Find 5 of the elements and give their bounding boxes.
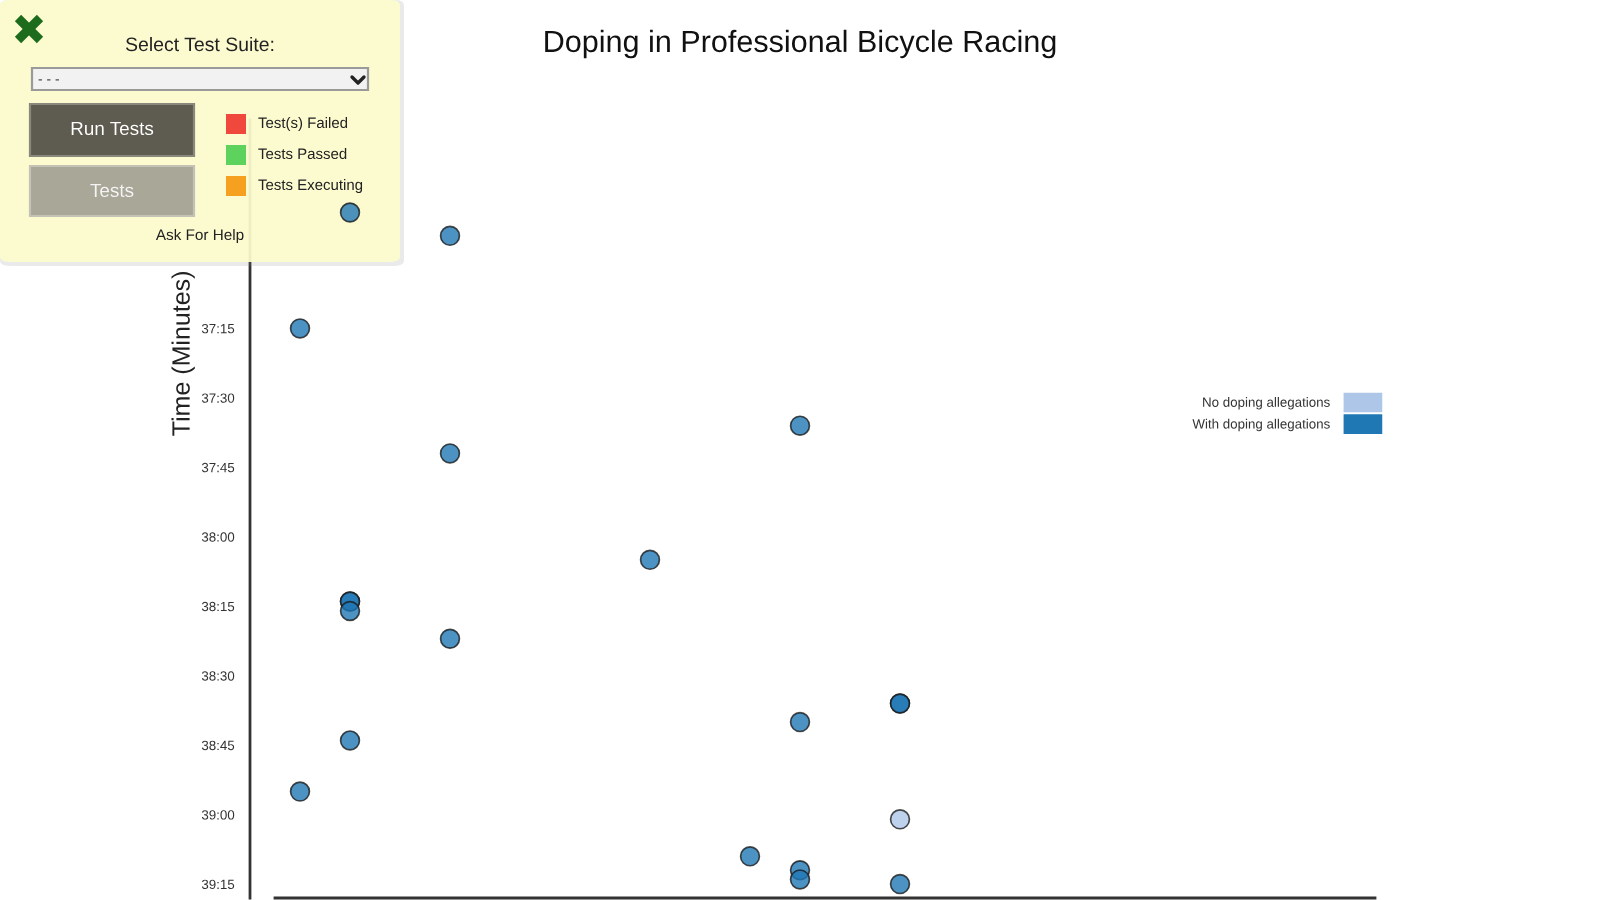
y-axis-title: Time (Minutes) — [171, 272, 195, 436]
text: Select Test Suite: — [125, 36, 274, 52]
text: Run Tests — [71, 121, 154, 136]
text: Tests — [90, 183, 134, 198]
chart-title: Doping in Professional Bicycle Racing — [545, 29, 1056, 59]
